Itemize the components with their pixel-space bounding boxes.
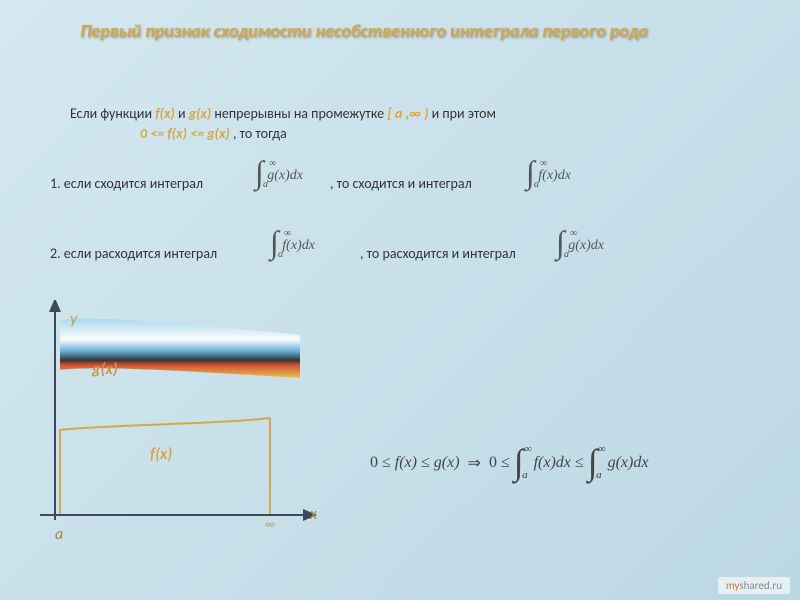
int-upper: ∞ <box>598 446 605 453</box>
int-expr: g(x)dx <box>267 168 303 183</box>
premise-mid1: и <box>178 105 189 122</box>
integral-g-2: ∞ ∫ a g(x)dx <box>556 230 604 258</box>
premise-mid3: и при этом <box>432 105 496 122</box>
final-p1: 0 ≤ <box>370 454 391 472</box>
premise-tail: , то тогда <box>233 125 287 142</box>
final-p3: 0 ≤ <box>489 454 510 472</box>
case1-pre: 1. если сходится интеграл <box>50 175 203 192</box>
int-expr: g(x)dx <box>568 238 604 253</box>
int-lower: a <box>522 472 528 480</box>
final-inequality: 0 ≤ f(x) ≤ g(x) ⇒ 0 ≤ ∫ ∞ a f(x)dx ≤ ∫ ∞… <box>370 450 648 475</box>
watermark-rest: shared.ru <box>739 579 782 592</box>
case2-post: , то расходится и интеграл <box>360 245 516 262</box>
final-p4: f(x)dx ≤ <box>534 454 584 472</box>
axis-tick-inf: ∞ <box>265 518 275 532</box>
premise-interval: [ a ,∞ ) <box>387 105 428 122</box>
premise-fx: f(x) <box>155 105 175 122</box>
int-expr: f(x)dx <box>282 238 315 253</box>
final-p2: f(x) ≤ g(x) <box>395 454 460 472</box>
premise-ineq: 0 <= f(x) <= g(x) <box>140 125 230 142</box>
integral-g-1: ∞ ∫ a g(x)dx <box>255 160 303 188</box>
integral-f-2: ∞ ∫ a f(x)dx <box>270 230 315 258</box>
premise-gx: g(x) <box>189 105 212 122</box>
curve-label-gx: g(x) <box>92 360 118 379</box>
premise-line-2: 0 <= f(x) <= g(x) , то тогда <box>140 125 287 142</box>
int-expr: f(x)dx <box>538 168 571 183</box>
integral-sign-icon: ∫ ∞ a <box>588 450 598 475</box>
axis-tick-a: a <box>55 525 63 544</box>
case2-pre: 2. если расходится интеграл <box>50 245 217 262</box>
slide-title: Первый признак сходимости несобственного… <box>80 20 760 42</box>
watermark: myshared.ru <box>718 577 790 594</box>
final-p5: g(x)dx <box>608 454 649 472</box>
axis-label-x: x <box>310 505 317 524</box>
curve-label-fx: f(x) <box>150 445 172 464</box>
premise-pre: Если функции <box>70 105 155 122</box>
axis-label-y: y <box>70 310 77 329</box>
int-lower: a <box>596 472 602 480</box>
comparison-graph: y g(x) f(x) x a ∞ <box>20 300 320 560</box>
int-upper: ∞ <box>524 446 531 453</box>
watermark-my: my <box>726 579 739 592</box>
premise-line-1: Если функции f(x) и g(x) непрерывны на п… <box>70 105 770 122</box>
integral-sign-icon: ∫ ∞ a <box>514 450 524 475</box>
premise-mid2: непрерывны на промежутке <box>214 105 387 122</box>
arrow-icon: ⇒ <box>468 453 481 473</box>
case1-post: , то сходится и интеграл <box>330 175 472 192</box>
integral-f-1: ∞ ∫ a f(x)dx <box>526 160 571 188</box>
